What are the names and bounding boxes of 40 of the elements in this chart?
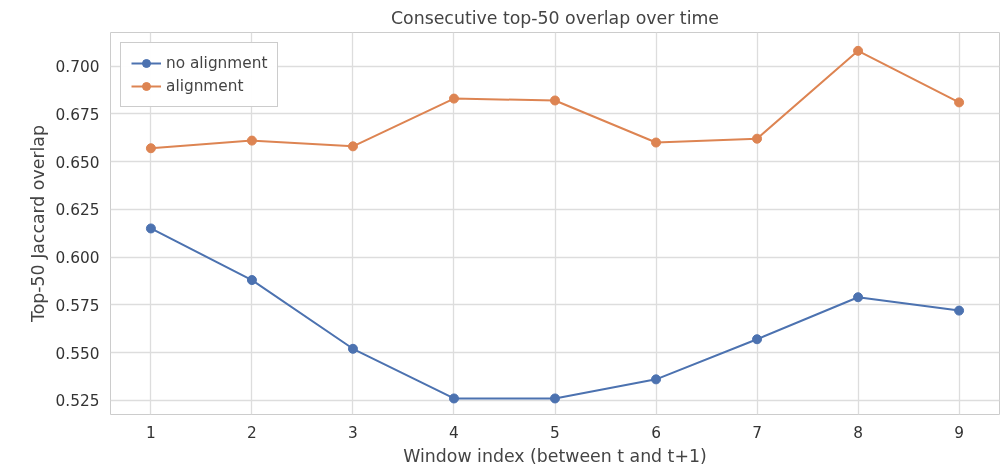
legend-label: no alignment — [166, 54, 268, 72]
y-axis-title: Top-50 Jaccard overlap — [27, 125, 48, 323]
x-axis-title: Window index (between t and t+1) — [403, 445, 707, 466]
y-tick-label: 0.650 — [55, 153, 100, 172]
y-tick-label: 0.575 — [55, 296, 100, 315]
y-tick-label: 0.700 — [55, 58, 100, 77]
point — [752, 334, 763, 345]
legend-label: alignment — [166, 77, 244, 95]
point — [550, 95, 560, 106]
x-tick-label: 8 — [853, 423, 863, 442]
point — [347, 141, 358, 152]
x-tick-label: 5 — [550, 423, 560, 442]
y-tick-label: 0.625 — [55, 201, 100, 220]
y-tick-label: 0.675 — [55, 105, 100, 124]
x-tick-label: 1 — [146, 423, 156, 442]
y-tick-label: 0.550 — [55, 344, 100, 363]
x-tick-label: 6 — [651, 423, 661, 442]
point — [246, 135, 257, 146]
point — [853, 45, 864, 56]
point — [752, 133, 763, 144]
point — [347, 343, 358, 354]
point — [550, 393, 560, 404]
point — [651, 374, 662, 385]
point — [448, 393, 459, 404]
x-tick-label: 2 — [247, 423, 257, 442]
x-tick-label: 4 — [449, 423, 459, 442]
point — [954, 97, 965, 108]
x-tick-label: 9 — [954, 423, 964, 442]
point — [954, 305, 965, 316]
y-tick-label: 0.525 — [55, 392, 100, 411]
y-tick-label: 0.600 — [55, 249, 100, 268]
x-tick-label: 7 — [752, 423, 762, 442]
point — [448, 93, 459, 104]
point — [145, 143, 156, 154]
x-tick-label: 3 — [348, 423, 358, 442]
point — [246, 275, 257, 286]
chart-title: Consecutive top-50 overlap over time — [391, 7, 719, 28]
point — [651, 137, 662, 148]
point — [145, 223, 156, 234]
point — [853, 292, 864, 303]
